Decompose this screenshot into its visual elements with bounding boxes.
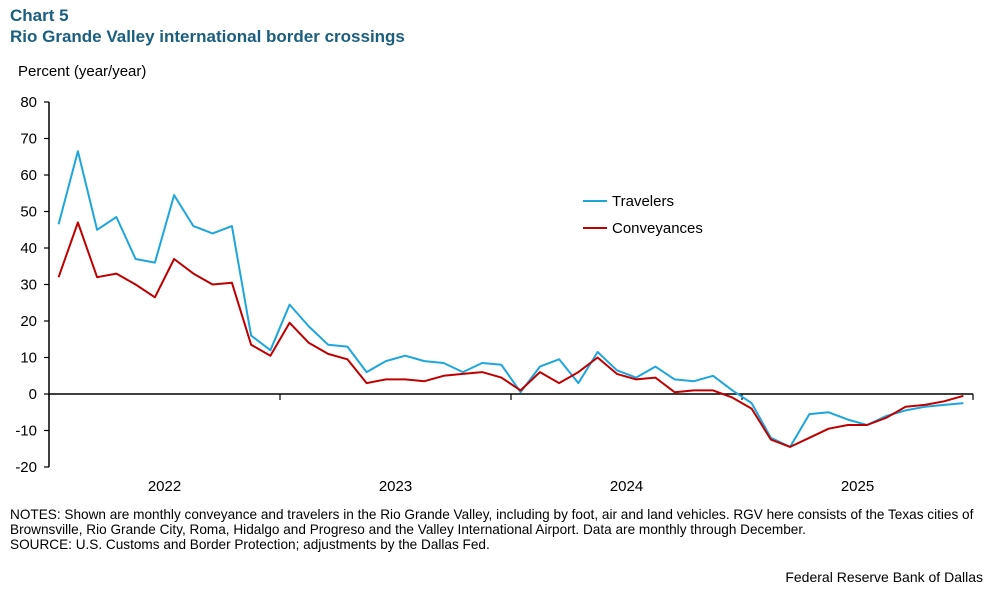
y-tick-label: 30 xyxy=(20,277,37,294)
y-tick-label: -10 xyxy=(15,423,37,440)
chart-title: Rio Grande Valley international border c… xyxy=(10,27,405,46)
y-tick-label: 50 xyxy=(20,204,37,221)
y-tick-label: 60 xyxy=(20,167,37,184)
series-line-conveyances xyxy=(57,221,964,448)
y-tick-label: 10 xyxy=(20,350,37,367)
notes: NOTES: Shown are monthly conveyance and … xyxy=(10,507,985,552)
y-tick-label: 0 xyxy=(29,386,37,403)
y-tick-label: 80 xyxy=(20,94,37,111)
y-tick-label: 20 xyxy=(20,313,37,330)
x-tick-label: 2024 xyxy=(610,478,643,495)
y-axis-label: Percent (year/year) xyxy=(18,63,147,80)
chart-number: Chart 5 xyxy=(10,6,69,25)
credit: Federal Reserve Bank of Dallas xyxy=(785,569,983,585)
y-tick-label: 70 xyxy=(20,131,37,148)
x-tick-label: 2023 xyxy=(379,478,412,495)
y-tick-label: 40 xyxy=(20,240,37,257)
y-tick-label: -20 xyxy=(15,459,37,476)
series-line-travelers xyxy=(57,150,964,448)
legend-label-travelers: Travelers xyxy=(612,193,674,210)
notes-text: NOTES: Shown are monthly conveyance and … xyxy=(10,507,974,537)
x-tick-label: 2022 xyxy=(148,478,181,495)
legend-label-conveyances: Conveyances xyxy=(612,220,703,237)
x-tick-label: 2025 xyxy=(841,478,874,495)
source-text: SOURCE: U.S. Customs and Border Protecti… xyxy=(10,537,490,552)
